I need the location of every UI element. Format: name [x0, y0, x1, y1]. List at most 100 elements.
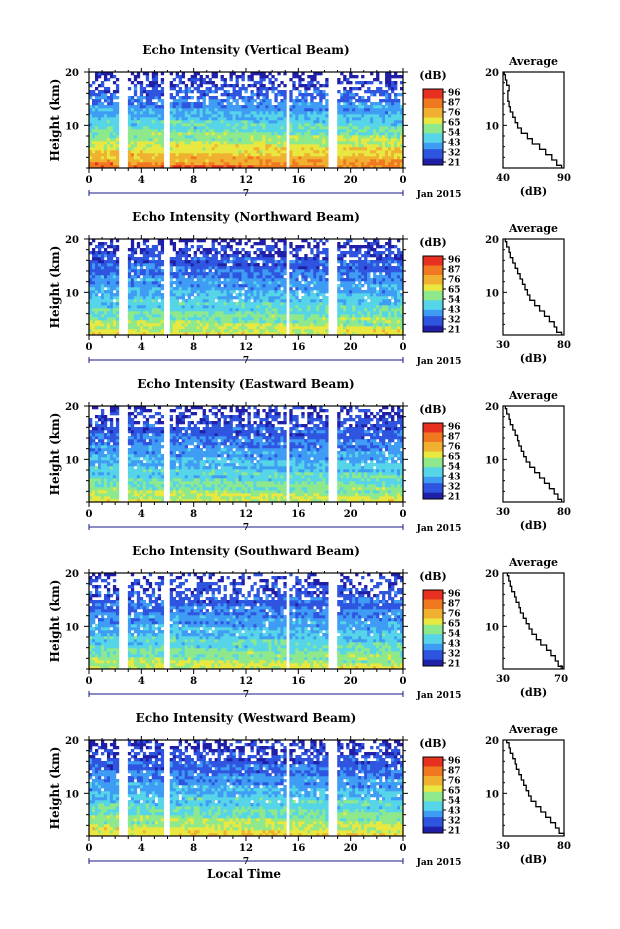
heatmap-cell: [193, 120, 197, 124]
heatmap-cell: [181, 260, 185, 264]
heatmap-cell: [298, 138, 302, 142]
heatmap-cell: [178, 254, 182, 258]
heatmap-cell: [199, 126, 203, 130]
heatmap-cell: [208, 251, 212, 255]
heatmap-cell: [148, 272, 153, 276]
heatmap-cell: [313, 326, 317, 330]
heatmap-cell: [100, 314, 105, 318]
heatmap-cell: [349, 105, 353, 109]
heatmap-cell: [89, 293, 93, 297]
heatmap-cell: [184, 245, 188, 249]
heatmap-cell: [127, 314, 132, 318]
heatmap-cell: [136, 326, 141, 330]
heatmap-cell: [391, 147, 395, 151]
heatmap-cell: [244, 87, 248, 91]
heatmap-cell: [127, 144, 132, 148]
heatmap-cell: [262, 126, 266, 130]
heatmap-cell: [151, 150, 156, 154]
heatmap-cell: [247, 141, 251, 145]
heatmap-cell: [160, 156, 165, 160]
heatmap-cell: [193, 111, 197, 115]
heatmap-cell: [145, 147, 150, 151]
heatmap-cell: [91, 254, 96, 258]
heatmap-cell: [151, 141, 156, 145]
heatmap-cell: [355, 87, 359, 91]
heatmap-cell: [250, 260, 254, 264]
heatmap-cell: [316, 150, 320, 154]
heatmap-cell: [283, 272, 287, 276]
heatmap-cell: [202, 126, 206, 130]
heatmap-cell: [319, 99, 323, 103]
heatmap-cell: [298, 269, 302, 273]
heatmap-cell: [235, 144, 239, 148]
heatmap-cell: [223, 269, 227, 273]
heatmap-cell: [136, 102, 141, 106]
heatmap-cell: [202, 320, 206, 324]
heatmap-cell: [109, 317, 114, 321]
heatmap-cell: [298, 147, 302, 151]
heatmap-cell: [133, 260, 138, 264]
heatmap-cell: [247, 75, 251, 79]
heatmap-cell: [220, 308, 224, 312]
heatmap-cell: [145, 293, 150, 297]
heatmap-cell: [343, 150, 347, 154]
heatmap-cell: [271, 266, 275, 270]
heatmap-cell: [211, 96, 215, 100]
heatmap-cell: [151, 72, 156, 76]
heatmap-cell: [346, 314, 350, 318]
heatmap-cell: [211, 126, 215, 130]
heatmap-cell: [100, 266, 105, 270]
heatmap-cell: [292, 153, 296, 157]
heatmap-cell: [388, 135, 392, 139]
heatmap-cell: [352, 87, 356, 91]
heatmap-cell: [289, 320, 293, 324]
heatmap-cell: [145, 260, 150, 264]
heatmap-cell: [298, 260, 302, 264]
heatmap-cell: [271, 162, 275, 166]
heatmap-cell: [172, 329, 177, 333]
heatmap-cell: [313, 111, 317, 115]
heatmap-cell: [202, 165, 206, 169]
heatmap-cell: [202, 326, 206, 330]
heatmap-cell: [133, 281, 138, 285]
heatmap-cell: [289, 260, 293, 264]
heatmap-cell: [313, 102, 317, 106]
heatmap-cell: [256, 96, 260, 100]
heatmap-cell: [295, 269, 299, 273]
heatmap-cell: [130, 96, 135, 100]
heatmap-cell: [211, 260, 215, 264]
heatmap-cell: [157, 117, 162, 121]
heatmap-cell: [307, 93, 311, 97]
heatmap-cell: [304, 305, 308, 309]
heatmap-cell: [256, 266, 260, 270]
heatmap-cell: [172, 275, 177, 279]
heatmap-cell: [361, 120, 365, 124]
heatmap-cell: [139, 269, 144, 273]
heatmap-cell: [271, 141, 275, 145]
heatmap-cell: [355, 159, 359, 163]
heatmap-cell: [235, 275, 239, 279]
colorbar-segment: [423, 92, 443, 96]
heatmap-cell: [244, 147, 248, 151]
heatmap-cell: [223, 123, 227, 127]
heatmap-cell: [226, 278, 230, 282]
heatmap-cell: [100, 305, 105, 309]
heatmap-cell: [259, 290, 263, 294]
heatmap-cell: [175, 302, 180, 306]
heatmap-cell: [109, 332, 114, 336]
heatmap-cell: [103, 278, 108, 282]
heatmap-cell: [247, 329, 251, 333]
heatmap-cell: [211, 257, 215, 261]
heatmap-cell: [382, 153, 386, 157]
heatmap-cell: [238, 326, 242, 330]
heatmap-cell: [292, 135, 296, 139]
heatmap-cell: [298, 75, 302, 79]
heatmap-cell: [151, 251, 156, 255]
heatmap-cell: [106, 314, 111, 318]
heatmap-cell: [373, 93, 377, 97]
heatmap-cell: [271, 239, 275, 243]
heatmap-cell: [292, 308, 296, 312]
heatmap-cell: [193, 159, 197, 163]
heatmap-cell: [361, 153, 365, 157]
heatmap-cell: [133, 135, 138, 139]
